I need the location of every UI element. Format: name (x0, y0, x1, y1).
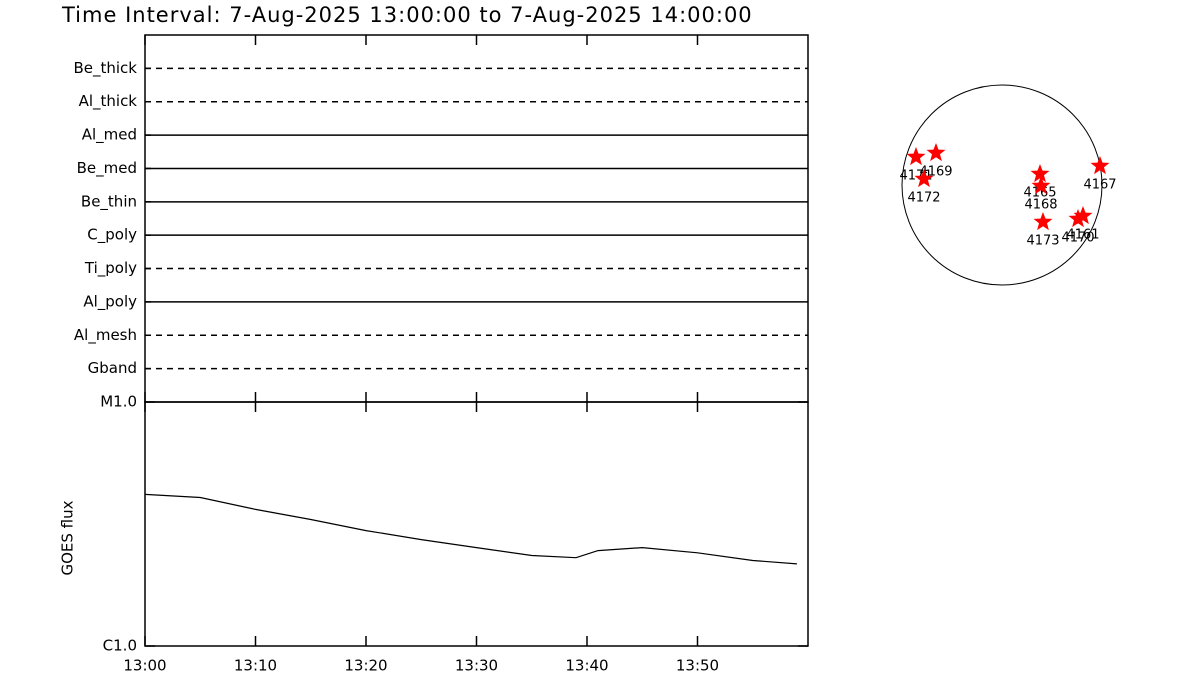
region-label: 4161 (1066, 228, 1099, 243)
active-region (1068, 209, 1088, 228)
title: Time Interval: 7-Aug-2025 13:00:00 to 7-… (61, 3, 753, 27)
x-tick-label: 13:50 (676, 657, 719, 675)
active-region (1030, 164, 1050, 183)
x-tick-label: 13:10 (234, 657, 277, 675)
filter-label: Be_thick (73, 59, 137, 78)
region-label: 4165 (1023, 186, 1056, 201)
filter-label: Al_med (82, 126, 137, 145)
filter-label: Al_poly (83, 292, 137, 311)
active-region (914, 169, 934, 188)
active-region (926, 143, 946, 162)
filter-label: Be_thin (81, 192, 137, 211)
goes-curve (144, 493, 797, 565)
filter-label: Al_thick (79, 92, 138, 111)
x-tick-label: 13:20 (344, 657, 387, 675)
active-region (1033, 212, 1053, 231)
active-region (1090, 156, 1110, 175)
region-label: 4173 (1026, 234, 1059, 249)
y-tick-label: M1.0 (100, 393, 137, 411)
region-label: 4167 (1083, 178, 1116, 193)
solar-disk (901, 84, 1103, 286)
x-tick-label: 13:40 (565, 657, 608, 675)
active-region (1073, 206, 1093, 225)
filter-label: Al_mesh (74, 326, 137, 345)
filter-label: Be_med (77, 159, 137, 178)
region-label: 4172 (907, 191, 940, 206)
y-axis-label: GOES flux (59, 500, 77, 575)
region-label: 4170 (1061, 231, 1094, 246)
filter-label: C_poly (87, 226, 137, 245)
y-tick-label: C1.0 (103, 637, 137, 655)
x-tick-label: 13:00 (123, 657, 166, 675)
filter-label: Ti_poly (84, 259, 137, 278)
x-tick-label: 13:30 (455, 657, 498, 675)
region-label: 4168 (1024, 198, 1057, 213)
active-region (906, 147, 926, 166)
active-region (1031, 176, 1051, 195)
filter-label: Gband (88, 359, 137, 377)
